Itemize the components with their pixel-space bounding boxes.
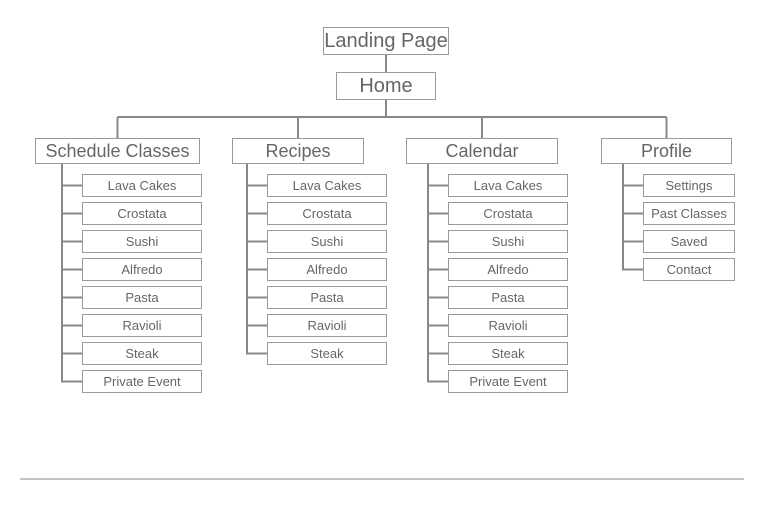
child-1-2: Sushi [267,230,387,253]
child-1-1: Crostata [267,202,387,225]
node-landing-page: Landing Page [323,27,449,55]
child-1-0: Lava Cakes [267,174,387,197]
child-0-6: Steak [82,342,202,365]
child-3-1: Past Classes [643,202,735,225]
child-0-3: Alfredo [82,258,202,281]
child-1-6: Steak [267,342,387,365]
child-2-7: Private Event [448,370,568,393]
child-1-4: Pasta [267,286,387,309]
category-2: Calendar [406,138,558,164]
child-3-2: Saved [643,230,735,253]
child-0-2: Sushi [82,230,202,253]
category-0: Schedule Classes [35,138,200,164]
node-home: Home [336,72,436,100]
child-0-4: Pasta [82,286,202,309]
child-2-0: Lava Cakes [448,174,568,197]
child-2-5: Ravioli [448,314,568,337]
child-0-7: Private Event [82,370,202,393]
child-3-0: Settings [643,174,735,197]
child-1-5: Ravioli [267,314,387,337]
child-0-0: Lava Cakes [82,174,202,197]
child-2-2: Sushi [448,230,568,253]
child-2-1: Crostata [448,202,568,225]
category-1: Recipes [232,138,364,164]
child-0-5: Ravioli [82,314,202,337]
child-2-3: Alfredo [448,258,568,281]
child-2-4: Pasta [448,286,568,309]
child-3-3: Contact [643,258,735,281]
child-2-6: Steak [448,342,568,365]
category-3: Profile [601,138,732,164]
child-0-1: Crostata [82,202,202,225]
child-1-3: Alfredo [267,258,387,281]
